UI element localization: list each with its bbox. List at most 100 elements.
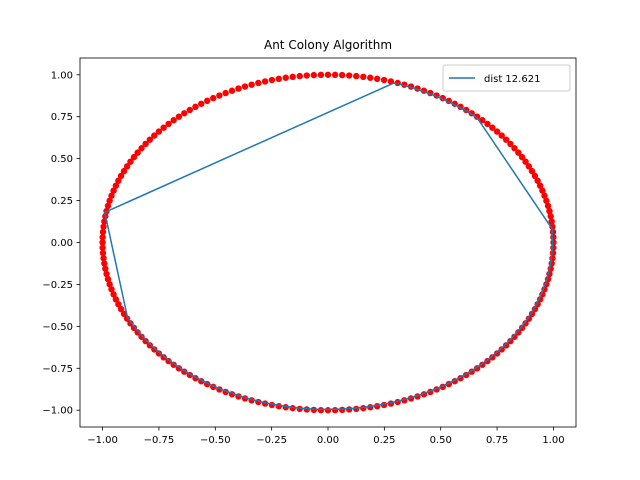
city-point (541, 192, 548, 199)
city-point (289, 73, 296, 81)
city-point (346, 72, 353, 79)
city-point (138, 333, 145, 340)
city-point (518, 324, 526, 332)
city-point (100, 255, 107, 262)
city-point (130, 324, 138, 332)
city-point (216, 92, 223, 99)
x-tick-label: 0.25 (373, 435, 395, 446)
city-point (235, 85, 242, 92)
x-axis-ticks: −1.00 −0.75 −0.50 −0.25 0.00 0.25 0.50 0.75 1.00 (87, 427, 565, 446)
city-point (518, 153, 526, 161)
city-point (484, 120, 491, 128)
city-points (99, 71, 557, 414)
city-point (146, 342, 154, 349)
city-point (210, 94, 217, 102)
city-point (99, 244, 106, 251)
x-tick-label: 0.75 (486, 435, 508, 446)
city-point (146, 136, 154, 143)
city-point (241, 83, 249, 90)
y-tick-label: −0.75 (42, 364, 73, 375)
city-point (511, 333, 518, 340)
city-point (296, 72, 303, 80)
city-point (175, 113, 183, 120)
city-point (511, 145, 518, 152)
city-point (106, 197, 113, 204)
city-point (203, 97, 211, 105)
y-tick-label: 0.00 (51, 238, 73, 249)
x-tick-label: −0.50 (200, 435, 231, 446)
city-point (255, 79, 262, 87)
city-point (104, 275, 112, 283)
route-line (103, 82, 554, 411)
city-point (112, 296, 120, 303)
city-point (151, 346, 158, 353)
city-point (536, 182, 544, 189)
city-point (548, 218, 555, 225)
city-point (170, 117, 177, 124)
city-point (525, 163, 533, 170)
city-point (138, 145, 145, 152)
y-tick-label: −1.00 (42, 406, 73, 417)
y-axis-ticks: −1.00 −0.75 −0.50 −0.25 0.00 0.25 0.50 0.75 1.00 (42, 70, 80, 417)
city-point (99, 228, 107, 236)
y-tick-label: 0.75 (51, 112, 73, 123)
city-point (507, 140, 514, 148)
city-point (151, 132, 158, 139)
city-point (186, 106, 194, 114)
city-point (502, 342, 510, 349)
city-point (507, 337, 514, 345)
city-point (117, 305, 125, 313)
x-tick-label: 1.00 (542, 435, 564, 446)
city-point (222, 89, 229, 97)
city-point (100, 223, 107, 230)
y-tick-label: −0.25 (42, 280, 73, 291)
chart-title: Ant Colony Algorithm (264, 38, 392, 52)
city-point (112, 182, 120, 189)
x-tick-label: 0.50 (430, 435, 452, 446)
city-point (165, 120, 172, 128)
city-point (489, 354, 496, 361)
city-point (99, 239, 106, 246)
city-point (515, 329, 522, 336)
city-point (248, 81, 255, 88)
city-point (104, 202, 112, 210)
city-point (544, 202, 552, 210)
city-point (181, 110, 188, 117)
city-point (502, 136, 510, 143)
x-tick-label: −0.25 (256, 435, 287, 446)
city-point (549, 223, 556, 230)
city-point (539, 187, 546, 194)
city-point (117, 172, 125, 180)
city-point (310, 71, 318, 79)
city-point (317, 71, 325, 79)
city-point (130, 153, 138, 161)
city-point (142, 140, 149, 148)
city-point (134, 149, 141, 156)
y-tick-label: 0.50 (51, 154, 73, 165)
legend-label: dist 12.621 (484, 74, 540, 85)
city-point (127, 158, 134, 165)
city-point (275, 75, 283, 83)
y-tick-label: 0.25 (51, 196, 73, 207)
city-point (324, 71, 332, 78)
city-point (123, 163, 131, 170)
city-point (543, 197, 550, 204)
city-point (102, 265, 109, 272)
city-point (115, 301, 122, 308)
city-point (142, 337, 149, 345)
city-point (380, 76, 388, 84)
city-point (473, 113, 481, 120)
city-point (261, 78, 269, 85)
city-point (99, 234, 106, 241)
city-point (331, 406, 339, 414)
city-point (192, 103, 199, 111)
city-point (493, 128, 501, 135)
city-point (268, 76, 276, 84)
city-point (338, 71, 346, 79)
city-point (550, 244, 557, 251)
city-point (546, 207, 553, 215)
city-point (522, 158, 529, 165)
city-point (498, 346, 505, 353)
city-point (324, 407, 332, 414)
